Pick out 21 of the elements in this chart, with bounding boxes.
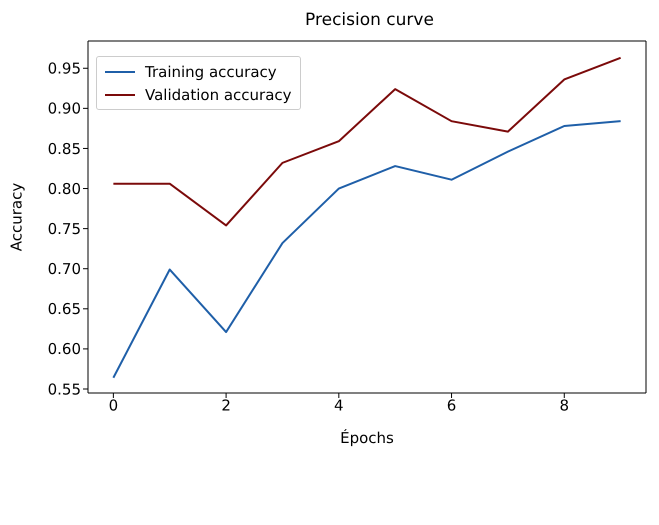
y-tick-label: 0.70 bbox=[48, 260, 81, 278]
x-tick-label: 0 bbox=[108, 396, 118, 415]
x-tick-label: 4 bbox=[334, 396, 344, 415]
legend-label: Validation accuracy bbox=[145, 86, 292, 104]
x-tick-label: 6 bbox=[446, 396, 456, 415]
y-tick-label: 0.65 bbox=[48, 300, 81, 318]
y-tick-label: 0.60 bbox=[48, 340, 81, 358]
y-tick-label: 0.80 bbox=[48, 180, 81, 198]
chart-title: Precision curve bbox=[304, 10, 435, 30]
x-tick-label: 2 bbox=[221, 396, 231, 415]
line-series bbox=[112, 120, 622, 379]
x-axis-title: Épochs bbox=[340, 429, 394, 447]
y-tick-label: 0.90 bbox=[48, 100, 81, 118]
legend-label: Training accuracy bbox=[145, 62, 277, 80]
y-tick-label: 0.75 bbox=[48, 220, 81, 238]
x-tick-label: 8 bbox=[560, 396, 570, 415]
y-tick-label: 0.95 bbox=[48, 60, 81, 78]
y-tick-label: 0.85 bbox=[48, 140, 81, 158]
y-tick-label: 0.55 bbox=[48, 380, 81, 398]
line-series bbox=[112, 56, 622, 226]
y-axis-title: Accuracy bbox=[7, 182, 26, 252]
